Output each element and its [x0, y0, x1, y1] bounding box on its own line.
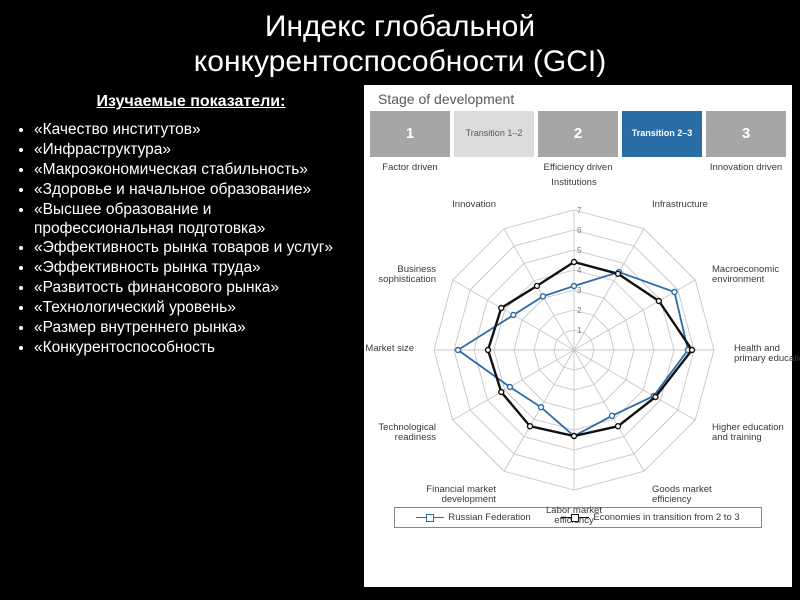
radar-axis-label: Market size	[334, 344, 414, 354]
stage-box-transition-2-3: Transition 2–3	[622, 111, 702, 157]
svg-text:2: 2	[577, 306, 582, 315]
radar-axis-label: Institutions	[534, 178, 614, 188]
svg-text:7: 7	[577, 206, 582, 215]
bullet-item: «Технологический уровень»	[34, 299, 352, 318]
subhead: Изучаемые показатели:	[30, 93, 352, 111]
stage-box-2: 2	[538, 111, 618, 157]
legend-marker-black	[561, 517, 589, 518]
driven-3: Innovation driven	[706, 161, 786, 175]
driven-blank-2	[622, 161, 702, 175]
radar-axis-label: Higher education and training	[712, 423, 792, 443]
driven-2: Efficiency driven	[538, 161, 618, 175]
development-title: Stage of development	[364, 85, 792, 111]
bullet-item: «Качество институтов»	[34, 121, 352, 140]
bullet-item: «Эффективность рынка труда»	[34, 259, 352, 278]
radar-axis-label: Innovation	[416, 200, 496, 210]
content-row: Изучаемые показатели: «Качество институт…	[0, 85, 800, 595]
bullet-item: «Развитость финансового рынка»	[34, 279, 352, 298]
stage-box-1: 1	[370, 111, 450, 157]
figure-panel: Stage of development 1 Transition 1–2 2 …	[364, 85, 792, 587]
title-line-1: Индекс глобальной	[265, 10, 535, 43]
driven-1: Factor driven	[370, 161, 450, 175]
radar-axis-label: Macroeconomic environment	[712, 265, 792, 285]
bullet-item: «Здоровье и начальное образование»	[34, 181, 352, 200]
radar-axis-label: Technological readiness	[356, 423, 436, 443]
svg-text:1: 1	[577, 326, 582, 335]
radar-axis-label: Health and primary education	[734, 344, 800, 364]
bullet-item: «Инфраструктура»	[34, 141, 352, 160]
svg-text:6: 6	[577, 226, 582, 235]
svg-text:4: 4	[577, 266, 582, 275]
left-column: Изучаемые показатели: «Качество институт…	[0, 85, 360, 595]
slide-title: Индекс глобальной конкурентоспособности …	[0, 0, 800, 85]
radar-axis-label: Business sophistication	[356, 265, 436, 285]
svg-text:5: 5	[577, 246, 582, 255]
stage-box-3: 3	[706, 111, 786, 157]
bullet-item: «Размер внутреннего рынка»	[34, 319, 352, 338]
radar-chart: 7 6 5 4 3 2 1	[364, 175, 784, 505]
title-line-2: конкурентоспособности (GCI)	[194, 45, 606, 78]
stage-box-transition-1-2: Transition 1–2	[454, 111, 534, 157]
legend-item-russia: Russian Federation	[416, 512, 530, 523]
driven-blank-1	[454, 161, 534, 175]
bullet-item: «Конкурентоспособность	[34, 339, 352, 358]
bullet-item: «Эффективность рынка товаров и услуг»	[34, 239, 352, 258]
driven-row: Factor driven Efficiency driven Innovati…	[364, 161, 792, 175]
radar-axis-label: Infrastructure	[652, 200, 732, 210]
legend-marker-blue	[416, 517, 444, 518]
bullet-item: «Высшее образование и профессиональная п…	[34, 201, 352, 239]
svg-text:3: 3	[577, 286, 582, 295]
slide: Индекс глобальной конкурентоспособности …	[0, 0, 800, 600]
stage-row: 1 Transition 1–2 2 Transition 2–3 3	[364, 111, 792, 161]
legend-label-1: Russian Federation	[448, 512, 530, 523]
radar-axis-label: Goods market efficiency	[652, 485, 732, 505]
bullet-item: «Макроэкономическая стабильность»	[34, 161, 352, 180]
bullet-list: «Качество институтов»«Инфраструктура»«Ма…	[30, 121, 352, 358]
radar-axis-label: Financial market development	[416, 485, 496, 505]
radar-chart-area: 7 6 5 4 3 2 1 Institutions Infrastructure Macroe…	[364, 175, 792, 505]
legend-label-2: Economies in transition from 2 to 3	[593, 512, 739, 523]
